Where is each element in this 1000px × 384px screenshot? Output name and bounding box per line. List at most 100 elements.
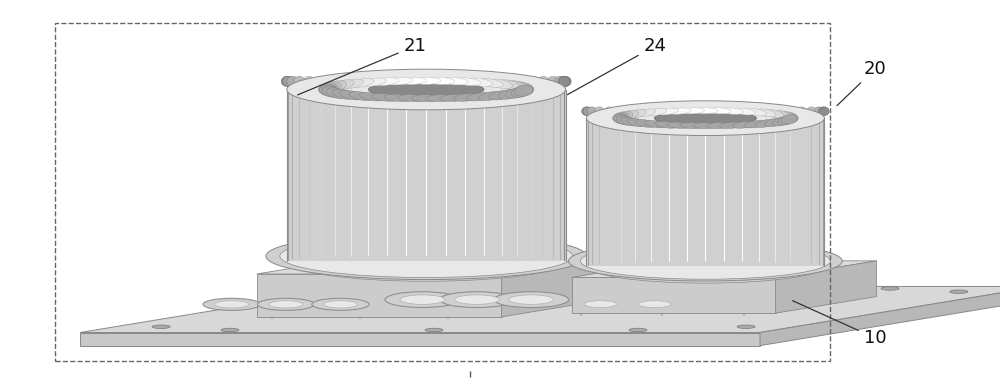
Ellipse shape [732, 121, 756, 128]
Ellipse shape [538, 76, 549, 86]
Ellipse shape [349, 78, 374, 88]
Ellipse shape [638, 301, 671, 308]
Ellipse shape [466, 93, 493, 101]
Ellipse shape [326, 88, 347, 98]
Ellipse shape [319, 85, 338, 96]
Ellipse shape [283, 76, 294, 86]
Ellipse shape [616, 111, 633, 121]
Ellipse shape [582, 107, 591, 116]
Ellipse shape [412, 95, 441, 102]
Ellipse shape [785, 107, 794, 116]
Ellipse shape [516, 84, 534, 95]
Ellipse shape [368, 81, 484, 98]
Ellipse shape [560, 76, 571, 86]
Ellipse shape [332, 89, 354, 99]
Polygon shape [586, 118, 824, 266]
Ellipse shape [737, 325, 755, 328]
Text: 10: 10 [793, 301, 886, 347]
Ellipse shape [559, 76, 570, 86]
Ellipse shape [287, 69, 566, 110]
Ellipse shape [797, 107, 806, 116]
Polygon shape [80, 286, 1000, 333]
Ellipse shape [371, 78, 399, 86]
Ellipse shape [772, 110, 790, 119]
Ellipse shape [644, 108, 666, 116]
Ellipse shape [629, 328, 647, 332]
Ellipse shape [454, 295, 499, 305]
Ellipse shape [820, 107, 829, 116]
Ellipse shape [515, 85, 533, 96]
Ellipse shape [384, 78, 413, 85]
Ellipse shape [319, 84, 337, 95]
Ellipse shape [744, 121, 766, 128]
Ellipse shape [755, 109, 776, 117]
Ellipse shape [783, 113, 798, 123]
Ellipse shape [547, 76, 559, 86]
Ellipse shape [654, 111, 756, 126]
Ellipse shape [460, 76, 471, 86]
Ellipse shape [573, 298, 628, 310]
Polygon shape [572, 261, 876, 277]
Ellipse shape [512, 76, 523, 86]
Ellipse shape [281, 76, 292, 86]
Ellipse shape [706, 122, 731, 129]
Ellipse shape [221, 328, 239, 332]
Polygon shape [760, 286, 1000, 346]
Ellipse shape [453, 93, 481, 101]
Ellipse shape [287, 241, 566, 281]
Ellipse shape [621, 110, 639, 119]
Ellipse shape [266, 233, 587, 280]
Ellipse shape [706, 108, 731, 114]
Ellipse shape [326, 81, 347, 91]
Ellipse shape [294, 76, 305, 86]
Ellipse shape [604, 107, 614, 116]
Ellipse shape [257, 298, 315, 310]
Ellipse shape [332, 80, 354, 90]
Ellipse shape [755, 107, 764, 116]
Ellipse shape [269, 301, 303, 308]
Ellipse shape [478, 78, 503, 88]
Ellipse shape [781, 114, 797, 124]
Ellipse shape [667, 122, 691, 128]
Ellipse shape [506, 81, 526, 91]
Ellipse shape [737, 107, 747, 116]
Ellipse shape [771, 107, 780, 116]
Ellipse shape [426, 94, 455, 102]
Ellipse shape [778, 111, 795, 121]
Ellipse shape [595, 107, 604, 116]
Ellipse shape [631, 107, 640, 116]
Ellipse shape [152, 325, 170, 328]
Polygon shape [80, 333, 760, 346]
Text: 24: 24 [567, 37, 666, 94]
Ellipse shape [322, 86, 341, 98]
Ellipse shape [365, 290, 383, 293]
Ellipse shape [950, 290, 968, 293]
Ellipse shape [744, 108, 766, 116]
Ellipse shape [647, 107, 656, 116]
Ellipse shape [498, 80, 520, 90]
Ellipse shape [287, 76, 298, 86]
Ellipse shape [498, 89, 520, 99]
Ellipse shape [621, 117, 639, 126]
Ellipse shape [511, 82, 530, 93]
Ellipse shape [635, 119, 656, 127]
Text: 20: 20 [837, 60, 886, 106]
Ellipse shape [506, 88, 526, 98]
Ellipse shape [381, 76, 393, 86]
Polygon shape [287, 89, 566, 261]
Ellipse shape [719, 107, 729, 116]
Ellipse shape [426, 78, 455, 84]
Ellipse shape [421, 76, 432, 86]
Ellipse shape [755, 119, 776, 127]
Text: 21: 21 [298, 37, 426, 95]
Ellipse shape [526, 76, 537, 86]
Ellipse shape [494, 292, 569, 308]
Ellipse shape [385, 292, 460, 308]
Ellipse shape [614, 112, 629, 122]
Ellipse shape [440, 94, 468, 101]
Ellipse shape [614, 114, 629, 124]
Ellipse shape [280, 235, 573, 278]
Ellipse shape [360, 93, 386, 101]
Ellipse shape [312, 298, 369, 310]
Ellipse shape [814, 107, 823, 116]
